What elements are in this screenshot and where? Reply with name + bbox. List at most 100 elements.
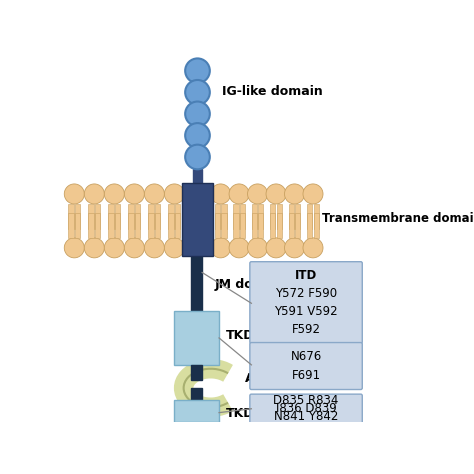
Bar: [148, 213, 154, 238]
Bar: [68, 204, 74, 228]
Bar: [88, 213, 94, 238]
Circle shape: [185, 58, 210, 83]
Circle shape: [266, 184, 286, 204]
Circle shape: [185, 80, 210, 105]
FancyBboxPatch shape: [250, 262, 362, 343]
Circle shape: [104, 184, 124, 204]
Text: IG-like domain: IG-like domain: [222, 85, 323, 98]
Text: D835 R834: D835 R834: [273, 394, 339, 407]
Circle shape: [229, 184, 249, 204]
Circle shape: [145, 184, 164, 204]
Text: JM domain: JM domain: [214, 278, 288, 291]
Bar: [115, 204, 120, 228]
Circle shape: [185, 145, 210, 169]
Circle shape: [84, 184, 104, 204]
Bar: [148, 204, 154, 228]
Circle shape: [210, 184, 231, 204]
Circle shape: [124, 238, 145, 258]
Bar: [128, 213, 134, 238]
Text: F592: F592: [292, 323, 320, 337]
Bar: [193, 169, 202, 183]
Circle shape: [64, 238, 84, 258]
Bar: [276, 204, 282, 228]
Bar: [307, 204, 312, 228]
Bar: [258, 204, 264, 228]
Bar: [135, 204, 140, 228]
Circle shape: [185, 123, 210, 148]
Bar: [128, 204, 134, 228]
Bar: [95, 213, 100, 238]
Circle shape: [266, 238, 286, 258]
Bar: [252, 213, 257, 238]
Bar: [307, 213, 312, 238]
Bar: [88, 204, 94, 228]
Bar: [191, 255, 202, 311]
Bar: [109, 204, 114, 228]
Circle shape: [145, 238, 164, 258]
Text: TKD2: TKD2: [226, 407, 263, 420]
Text: I836 D839: I836 D839: [276, 402, 337, 415]
Bar: [215, 213, 220, 238]
Text: N676: N676: [291, 350, 322, 363]
Bar: [75, 213, 80, 238]
Circle shape: [303, 238, 323, 258]
Circle shape: [185, 101, 210, 126]
Bar: [313, 213, 319, 238]
Bar: [221, 213, 227, 238]
Bar: [168, 204, 174, 228]
Circle shape: [247, 184, 267, 204]
Bar: [289, 204, 294, 228]
Text: Y572 F590: Y572 F590: [275, 287, 337, 300]
Bar: [252, 204, 257, 228]
Circle shape: [229, 238, 249, 258]
Bar: [68, 213, 74, 238]
Bar: [109, 213, 114, 238]
Bar: [258, 213, 264, 238]
Bar: [155, 204, 160, 228]
Bar: [240, 213, 245, 238]
Circle shape: [124, 184, 145, 204]
Bar: [175, 213, 180, 238]
Bar: [233, 213, 238, 238]
Bar: [168, 213, 174, 238]
Bar: [270, 204, 275, 228]
Circle shape: [284, 238, 304, 258]
Circle shape: [247, 238, 267, 258]
Circle shape: [104, 238, 124, 258]
Circle shape: [164, 238, 184, 258]
Text: A-loop: A-loop: [245, 372, 290, 385]
Circle shape: [64, 184, 84, 204]
Bar: [313, 204, 319, 228]
Bar: [233, 204, 238, 228]
Bar: [135, 213, 140, 238]
Bar: [174, 311, 219, 365]
Circle shape: [84, 238, 104, 258]
FancyBboxPatch shape: [250, 343, 362, 390]
Bar: [155, 213, 160, 238]
Circle shape: [210, 238, 231, 258]
Bar: [174, 401, 219, 422]
Text: ITD: ITD: [295, 269, 317, 282]
Bar: [221, 204, 227, 228]
Circle shape: [303, 184, 323, 204]
Circle shape: [164, 184, 184, 204]
Bar: [295, 204, 301, 228]
Bar: [75, 204, 80, 228]
Bar: [240, 204, 245, 228]
Bar: [289, 213, 294, 238]
FancyBboxPatch shape: [250, 394, 362, 423]
Text: F691: F691: [292, 369, 320, 382]
Text: N841 Y842: N841 Y842: [274, 410, 338, 423]
Text: Y591 V592: Y591 V592: [274, 305, 338, 318]
Bar: [191, 365, 202, 380]
Bar: [182, 183, 213, 255]
Text: Transmembrane domain: Transmembrane domain: [322, 212, 474, 225]
Text: TKD1: TKD1: [226, 329, 263, 342]
Bar: [191, 388, 202, 403]
Circle shape: [284, 184, 304, 204]
Bar: [215, 204, 220, 228]
Bar: [115, 213, 120, 238]
Bar: [276, 213, 282, 238]
Bar: [175, 204, 180, 228]
Bar: [270, 213, 275, 238]
